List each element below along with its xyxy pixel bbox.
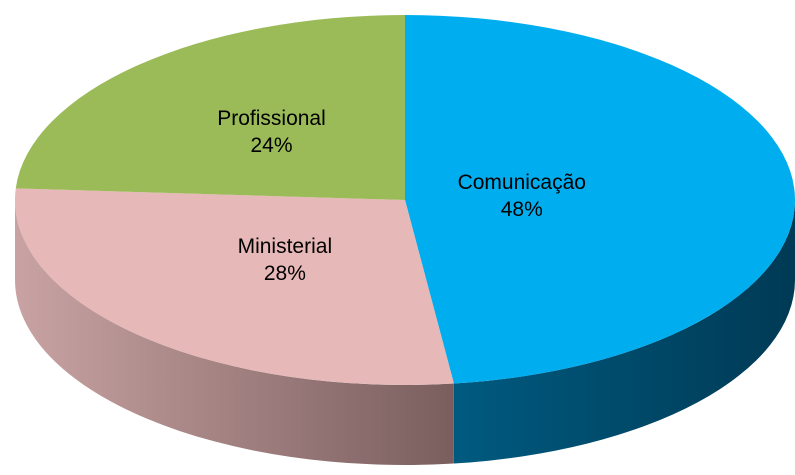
slice (15, 188, 454, 385)
slice-value-label: 28% (264, 262, 306, 285)
slice-side (453, 200, 795, 464)
slice-label: Ministerial (238, 235, 333, 258)
slice-side (15, 200, 454, 466)
slice-value-label: 24% (250, 134, 292, 157)
slice (15, 15, 406, 200)
slice-value-label: 48% (501, 198, 543, 221)
slice (405, 15, 795, 384)
slice-label: Comunicação (458, 171, 586, 194)
slice-label: Profissional (217, 107, 326, 130)
